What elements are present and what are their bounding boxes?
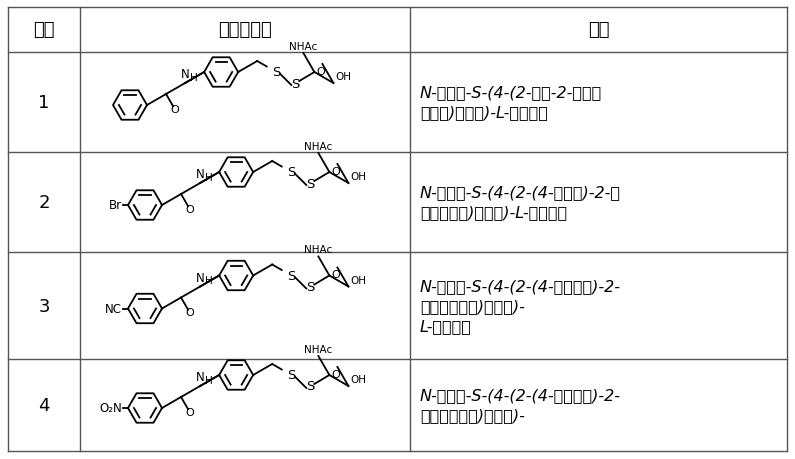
Text: 代乙酰胺基)苄硫基)-L-半胱氨酸: 代乙酰胺基)苄硫基)-L-半胱氨酸 (420, 205, 567, 220)
Text: NHAc: NHAc (304, 245, 332, 255)
Text: N: N (180, 68, 189, 81)
Text: S: S (287, 269, 296, 282)
Text: S: S (306, 280, 315, 293)
Text: S: S (287, 369, 296, 382)
Text: OH: OH (335, 72, 351, 82)
Text: O: O (185, 204, 194, 214)
Text: OH: OH (351, 172, 366, 182)
Text: S: S (291, 77, 300, 90)
Text: OH: OH (351, 275, 366, 285)
Text: O: O (331, 270, 339, 280)
Text: O: O (316, 67, 325, 77)
Text: 命名: 命名 (588, 22, 609, 39)
Text: O: O (185, 407, 194, 417)
Text: 2: 2 (38, 194, 50, 212)
Text: 氧代乙酰胺基)苄硫基)-: 氧代乙酰胺基)苄硫基)- (420, 298, 525, 313)
Text: H: H (205, 173, 213, 183)
Text: N-乙酰基-S-(4-(2-苯基-2-氧代乙: N-乙酰基-S-(4-(2-苯基-2-氧代乙 (420, 85, 603, 100)
Text: NHAc: NHAc (304, 344, 332, 354)
Text: O: O (331, 167, 339, 177)
Text: N: N (196, 370, 204, 383)
Text: OH: OH (351, 374, 366, 384)
Text: Br: Br (109, 199, 122, 212)
Text: 化合物结构: 化合物结构 (218, 22, 272, 39)
Text: O: O (331, 369, 339, 379)
Text: S: S (287, 166, 296, 179)
Text: H: H (205, 276, 213, 286)
Text: N: N (196, 271, 204, 284)
Text: NHAc: NHAc (289, 42, 317, 52)
Text: N-乙酰基-S-(4-(2-(4-渴苯基)-2-氧: N-乙酰基-S-(4-(2-(4-渴苯基)-2-氧 (420, 185, 621, 200)
Text: 编号: 编号 (33, 22, 55, 39)
Text: 3: 3 (38, 297, 50, 315)
Text: O: O (170, 105, 179, 114)
Text: 1: 1 (38, 94, 49, 112)
Text: 酰胺基)苄硫基)-L-半胱氨酸: 酰胺基)苄硫基)-L-半胱氨酸 (420, 105, 548, 120)
Text: H: H (190, 73, 198, 83)
Text: N-乙酰基-S-(4-(2-(4-硝基苯基)-2-: N-乙酰基-S-(4-(2-(4-硝基苯基)-2- (420, 388, 621, 403)
Text: N-乙酰基-S-(4-(2-(4-汰基苯基)-2-: N-乙酰基-S-(4-(2-(4-汰基苯基)-2- (420, 279, 621, 293)
Text: O₂N: O₂N (99, 402, 122, 414)
Text: S: S (306, 380, 315, 392)
Text: S: S (306, 177, 315, 190)
Text: NHAc: NHAc (304, 142, 332, 151)
Text: 氧代乙酰胺基)苄硫基)-: 氧代乙酰胺基)苄硫基)- (420, 408, 525, 423)
Text: H: H (205, 375, 213, 385)
Text: NC: NC (105, 302, 122, 315)
Text: O: O (185, 308, 194, 318)
Text: L-半胱氨酸: L-半胱氨酸 (420, 318, 472, 333)
Text: S: S (272, 67, 281, 79)
Text: N: N (196, 168, 204, 180)
Text: 4: 4 (38, 396, 50, 414)
